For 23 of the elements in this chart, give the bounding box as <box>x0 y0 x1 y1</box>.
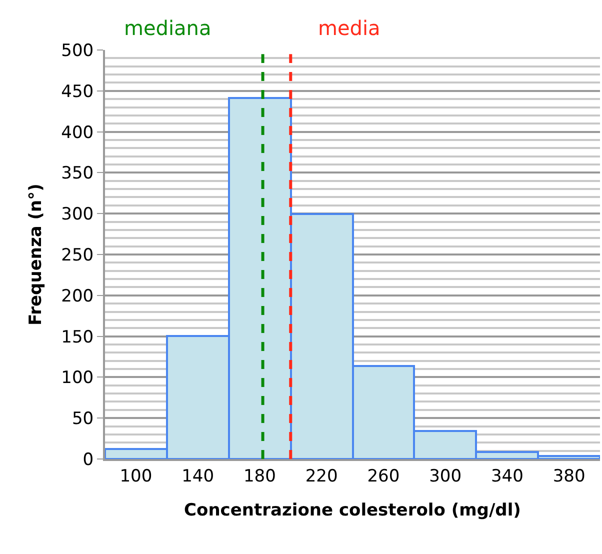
x-tick-label: 300 <box>429 466 462 486</box>
y-tick-label: 500 <box>61 40 94 61</box>
x-tick-label: 380 <box>552 466 586 486</box>
x-tick-label: 340 <box>490 466 524 486</box>
x-tick-label: 140 <box>182 466 214 486</box>
x-tick-label: 100 <box>120 466 152 486</box>
ref-line-label: mediana <box>124 16 212 40</box>
x-tick-label: 180 <box>243 466 276 486</box>
y-tick-label: 0 <box>82 450 94 470</box>
ref-line-label: media <box>318 16 380 40</box>
y-tick-label: 150 <box>61 327 94 348</box>
y-tick-label: 400 <box>61 122 94 143</box>
y-tick-label: 450 <box>61 82 94 102</box>
x-axis-title: Concentrazione colesterolo (mg/dl) <box>184 500 521 520</box>
y-tick-label: 350 <box>61 164 94 184</box>
y-tick-label: 50 <box>72 409 94 430</box>
y-axis-title: Frequenza (n°) <box>26 184 46 326</box>
y-tick-label: 250 <box>61 245 94 266</box>
x-tick-label: 220 <box>305 466 338 486</box>
y-tick-label: 100 <box>61 368 94 388</box>
y-tick-label: 300 <box>61 204 94 225</box>
y-tick-label: 200 <box>61 286 94 306</box>
x-tick-label: 260 <box>367 466 400 486</box>
